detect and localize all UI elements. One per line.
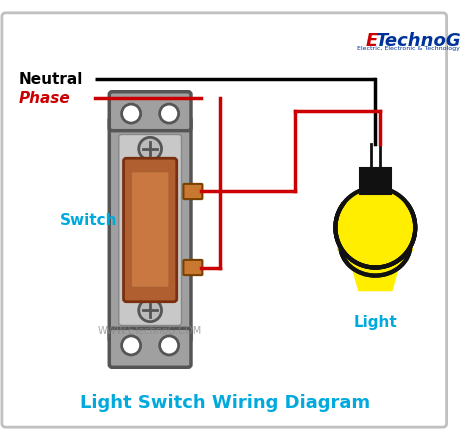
Circle shape xyxy=(122,104,141,123)
FancyBboxPatch shape xyxy=(124,158,177,302)
FancyBboxPatch shape xyxy=(119,135,182,326)
FancyBboxPatch shape xyxy=(131,172,169,287)
Circle shape xyxy=(122,336,141,355)
Circle shape xyxy=(160,336,179,355)
FancyBboxPatch shape xyxy=(183,184,202,199)
Text: Switch: Switch xyxy=(60,213,118,227)
Polygon shape xyxy=(343,237,408,291)
Text: Phase: Phase xyxy=(19,91,71,106)
Text: WWW.ETechnoG.COM: WWW.ETechnoG.COM xyxy=(98,326,202,336)
Circle shape xyxy=(336,188,415,268)
FancyBboxPatch shape xyxy=(337,223,413,251)
FancyBboxPatch shape xyxy=(2,13,447,427)
FancyBboxPatch shape xyxy=(360,168,391,194)
Circle shape xyxy=(139,137,162,160)
FancyBboxPatch shape xyxy=(109,328,191,367)
Text: Light: Light xyxy=(354,315,397,330)
Circle shape xyxy=(160,104,179,123)
FancyBboxPatch shape xyxy=(109,115,191,344)
Ellipse shape xyxy=(340,214,410,275)
FancyBboxPatch shape xyxy=(109,92,191,131)
Circle shape xyxy=(336,188,415,268)
Text: TechnoG: TechnoG xyxy=(375,32,461,50)
Text: E: E xyxy=(366,32,378,50)
Circle shape xyxy=(139,299,162,322)
Text: Electric, Electronic & Technology: Electric, Electronic & Technology xyxy=(357,46,460,51)
Text: Light Switch Wiring Diagram: Light Switch Wiring Diagram xyxy=(80,394,370,412)
Text: Neutral: Neutral xyxy=(19,72,83,87)
FancyBboxPatch shape xyxy=(183,260,202,275)
